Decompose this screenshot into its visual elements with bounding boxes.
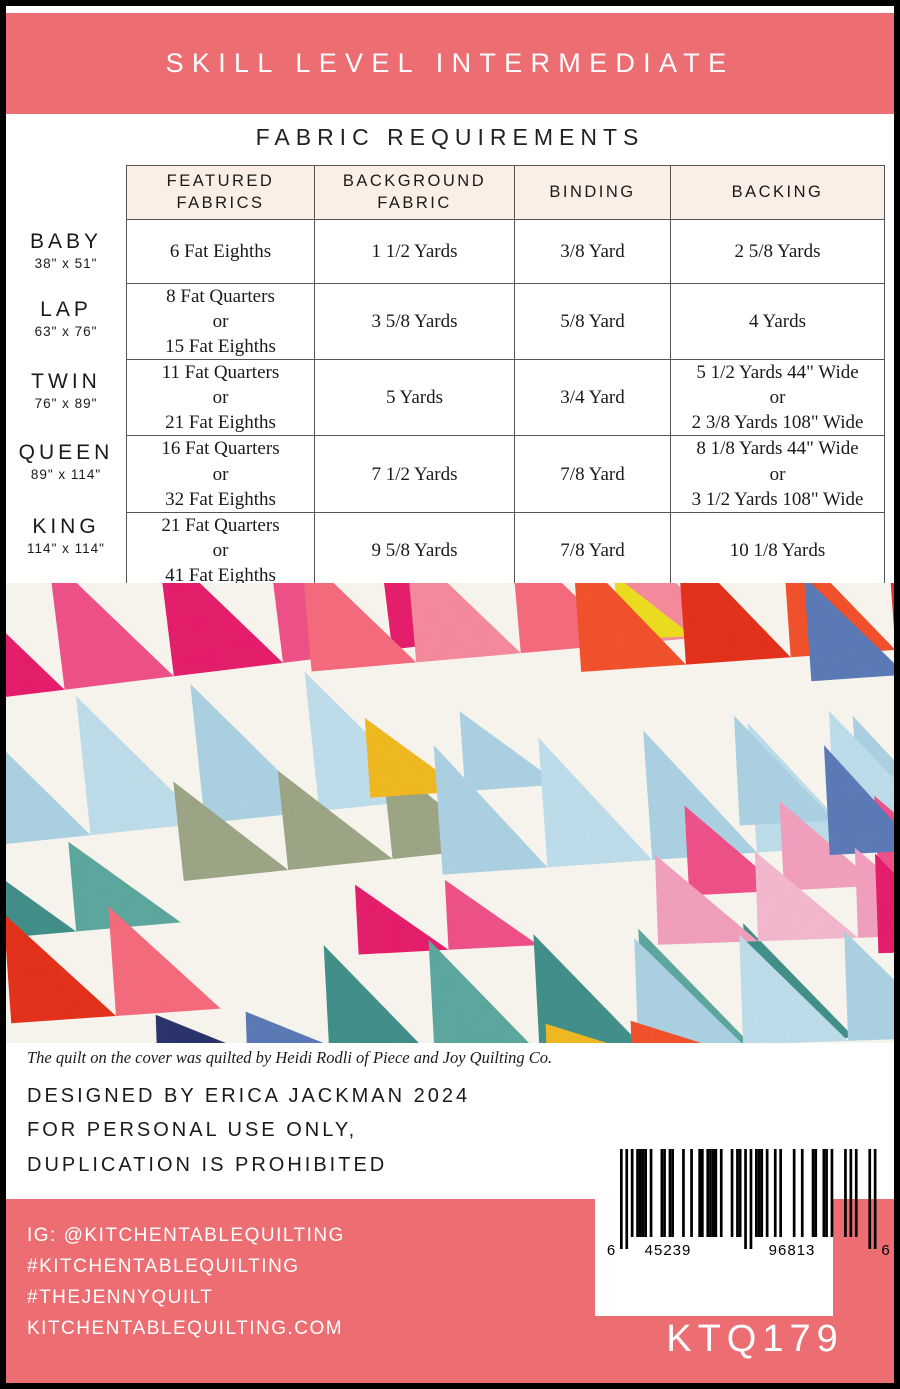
svg-text:6: 6 (881, 1242, 889, 1259)
svg-text:6: 6 (607, 1242, 615, 1259)
svg-text:96813: 96813 (769, 1242, 816, 1259)
svg-text:45239: 45239 (645, 1242, 692, 1259)
